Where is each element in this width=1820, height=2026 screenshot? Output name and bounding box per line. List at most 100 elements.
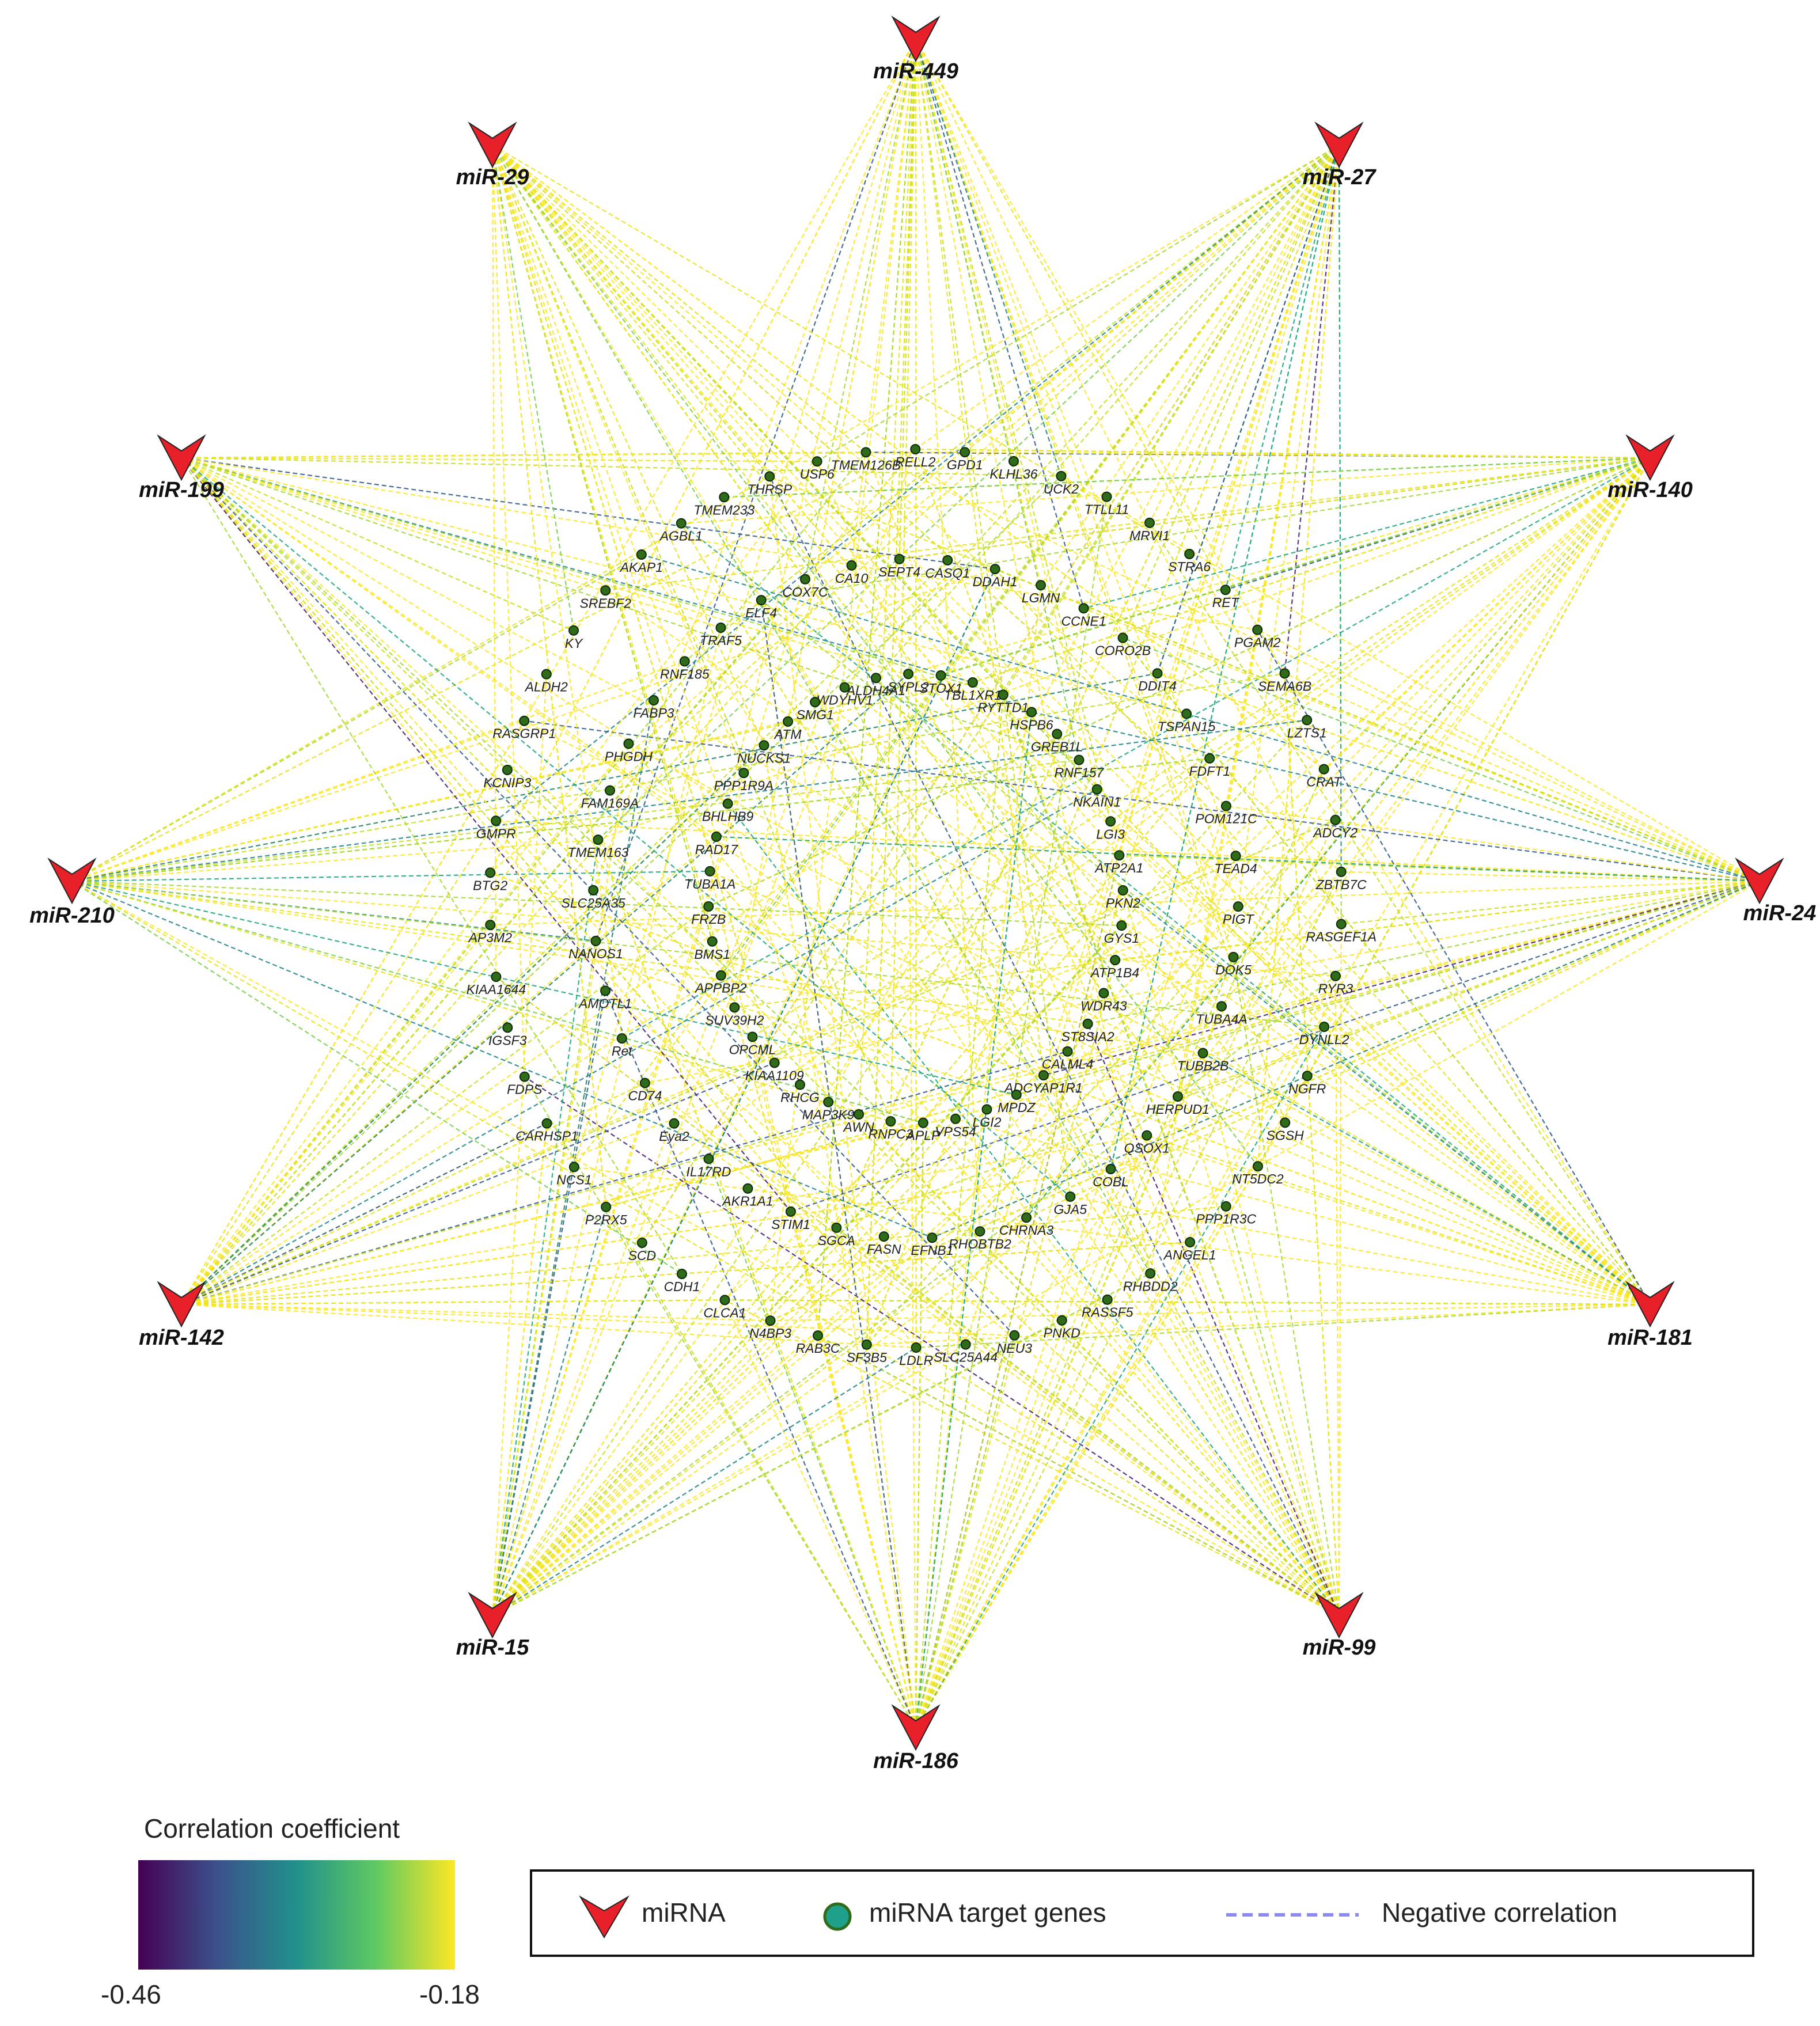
gene-node[interactable] — [910, 444, 921, 455]
gene-node[interactable] — [1074, 754, 1085, 765]
gene-node[interactable] — [839, 682, 850, 693]
gene-node[interactable] — [715, 623, 726, 633]
gene-node[interactable] — [1319, 1022, 1330, 1033]
gene-node[interactable] — [1117, 632, 1128, 643]
gene-node[interactable] — [600, 985, 611, 996]
mirna-node[interactable] — [1735, 858, 1784, 905]
gene-node[interactable] — [676, 518, 687, 529]
gene-node[interactable] — [1184, 549, 1195, 560]
gene-node[interactable] — [911, 1342, 922, 1353]
gene-node[interactable] — [1220, 585, 1231, 595]
gene-node[interactable] — [601, 1201, 612, 1212]
mirna-node[interactable] — [1625, 1281, 1675, 1328]
gene-node[interactable] — [1056, 1315, 1067, 1326]
gene-node[interactable] — [1078, 603, 1089, 614]
gene-node[interactable] — [950, 1113, 961, 1124]
gene-node[interactable] — [491, 972, 502, 982]
gene-node[interactable] — [616, 1033, 627, 1044]
mirna-node[interactable] — [891, 1704, 941, 1751]
gene-node[interactable] — [1228, 951, 1239, 962]
gene-node[interactable] — [1280, 1117, 1291, 1128]
gene-node[interactable] — [823, 1097, 834, 1107]
gene-node[interactable] — [729, 1002, 740, 1013]
gene-node[interactable] — [1110, 955, 1121, 966]
gene-node[interactable] — [878, 1231, 889, 1242]
gene-node[interactable] — [676, 1269, 687, 1280]
gene-node[interactable] — [1336, 866, 1347, 877]
gene-node[interactable] — [1302, 715, 1313, 726]
gene-node[interactable] — [1152, 668, 1163, 679]
gene-node[interactable] — [1336, 919, 1347, 929]
gene-node[interactable] — [1101, 491, 1112, 502]
gene-node[interactable] — [812, 456, 822, 467]
gene-node[interactable] — [885, 1116, 896, 1127]
gene-node[interactable] — [1144, 517, 1155, 528]
gene-node[interactable] — [960, 447, 970, 458]
gene-node[interactable] — [491, 815, 502, 826]
gene-node[interactable] — [846, 560, 857, 571]
gene-node[interactable] — [485, 867, 496, 878]
gene-node[interactable] — [593, 834, 604, 845]
gene-node[interactable] — [861, 1339, 872, 1350]
gene-node[interactable] — [967, 677, 978, 688]
gene-node[interactable] — [1302, 1071, 1313, 1082]
gene-node[interactable] — [870, 673, 881, 684]
gene-node[interactable] — [1114, 850, 1125, 861]
gene-node[interactable] — [541, 1118, 552, 1129]
gene-node[interactable] — [703, 1154, 714, 1164]
gene-node[interactable] — [1279, 668, 1290, 679]
gene-node[interactable] — [588, 885, 599, 896]
gene-node[interactable] — [636, 549, 647, 560]
gene-node[interactable] — [831, 1222, 842, 1233]
gene-node[interactable] — [1330, 814, 1341, 825]
gene-node[interactable] — [1021, 1212, 1032, 1223]
gene-node[interactable] — [1117, 885, 1128, 896]
gene-node[interactable] — [935, 670, 946, 681]
gene-node[interactable] — [1318, 764, 1329, 775]
gene-node[interactable] — [854, 1109, 864, 1120]
gene-node[interactable] — [769, 1057, 780, 1068]
gene-node[interactable] — [1216, 1001, 1227, 1012]
gene-node[interactable] — [810, 697, 821, 708]
gene-node[interactable] — [759, 740, 769, 751]
gene-node[interactable] — [785, 1206, 796, 1217]
gene-node[interactable] — [604, 785, 615, 796]
gene-node[interactable] — [1172, 1091, 1183, 1102]
gene-node[interactable] — [1052, 729, 1063, 739]
gene-node[interactable] — [541, 669, 552, 680]
gene-node[interactable] — [1220, 1201, 1231, 1212]
gene-node[interactable] — [747, 1031, 758, 1042]
gene-node[interactable] — [1091, 784, 1102, 795]
gene-node[interactable] — [1185, 1237, 1196, 1248]
gene-node[interactable] — [942, 555, 953, 566]
gene-node[interactable] — [1011, 1089, 1022, 1100]
gene-node[interactable] — [981, 1104, 992, 1115]
gene-node[interactable] — [1102, 1294, 1113, 1305]
gene-node[interactable] — [742, 1183, 753, 1194]
gene-node[interactable] — [719, 1295, 730, 1306]
gene-node[interactable] — [1142, 1130, 1152, 1141]
gene-node[interactable] — [703, 901, 714, 912]
gene-node[interactable] — [1009, 1330, 1020, 1341]
gene-node[interactable] — [1036, 580, 1046, 591]
gene-node[interactable] — [623, 738, 634, 749]
gene-node[interactable] — [756, 595, 767, 606]
gene-node[interactable] — [669, 1118, 680, 1129]
gene-node[interactable] — [975, 1226, 985, 1237]
gene-node[interactable] — [711, 831, 722, 842]
gene-node[interactable] — [1230, 851, 1241, 862]
gene-node[interactable] — [1252, 1161, 1263, 1172]
gene-node[interactable] — [1008, 456, 1019, 466]
mirna-node[interactable] — [891, 16, 941, 63]
gene-node[interactable] — [502, 764, 513, 775]
gene-node[interactable] — [1038, 1070, 1049, 1081]
gene-node[interactable] — [903, 669, 914, 680]
gene-node[interactable] — [707, 936, 718, 947]
gene-node[interactable] — [1181, 708, 1192, 719]
mirna-node[interactable] — [1625, 434, 1675, 481]
gene-node[interactable] — [636, 1237, 647, 1248]
gene-node[interactable] — [1082, 1018, 1093, 1029]
gene-node[interactable] — [764, 471, 775, 482]
gene-node[interactable] — [738, 768, 749, 779]
gene-node[interactable] — [1065, 1191, 1076, 1202]
